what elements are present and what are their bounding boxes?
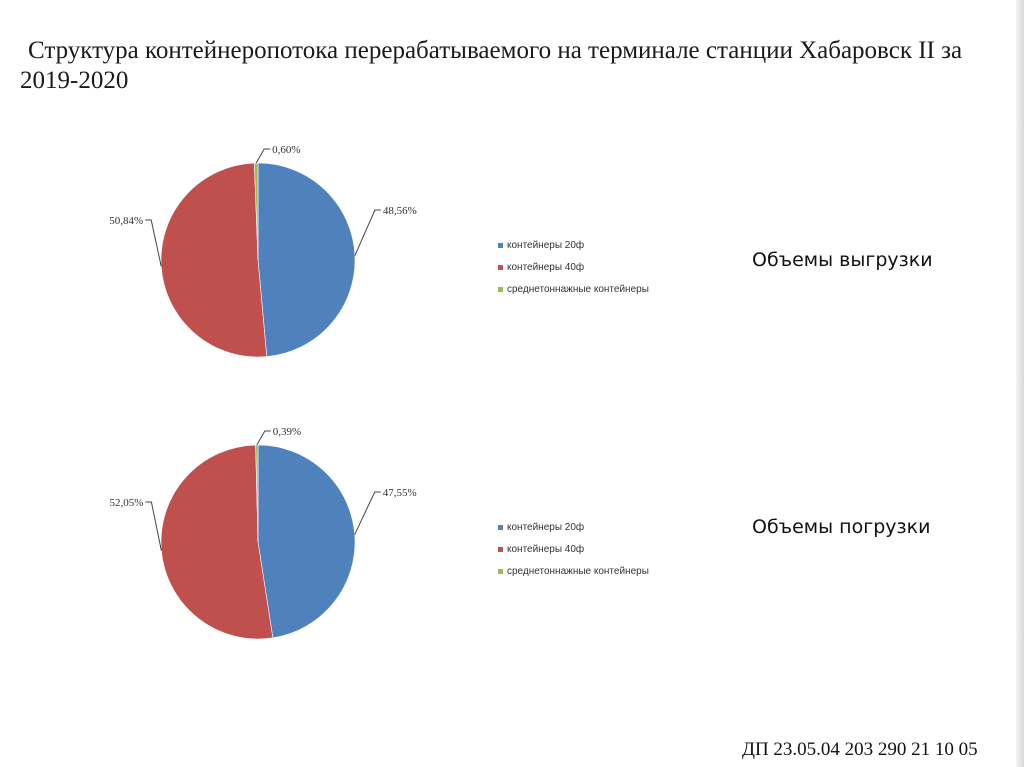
pie-slice-20ft — [257, 444, 356, 639]
legend-item: контейнеры 20ф — [498, 516, 649, 538]
data-label: 47,55% — [383, 487, 417, 499]
legend-label: контейнеры 20ф — [507, 239, 585, 251]
pie-chart-loading: 47,55% 52,05% 0,39% — [109, 426, 417, 640]
legend-item: контейнеры 20ф — [498, 234, 649, 256]
data-label: 50,84% — [109, 215, 143, 227]
leader-line — [145, 219, 162, 267]
leader-line — [255, 148, 271, 164]
leader-line — [145, 501, 162, 551]
pie-slice-20ft — [257, 162, 356, 357]
leader-line — [354, 491, 381, 535]
legend-item: контейнеры 40ф — [498, 538, 649, 560]
legend-swatch-blue — [498, 242, 503, 248]
legend-label: среднетоннажные контейнеры — [507, 565, 649, 577]
legend-label: контейнеры 40ф — [507, 543, 585, 555]
legend-label: среднетоннажные контейнеры — [507, 283, 649, 295]
data-label: 52,05% — [109, 497, 143, 509]
pie-slice-medium — [255, 444, 259, 543]
leader-line — [256, 430, 271, 446]
pie-slice-40ft — [160, 444, 274, 640]
pie-chart-unloading: 48,56% 50,84% 0,60% — [109, 144, 417, 358]
pie-slice-40ft — [160, 162, 268, 358]
caption-unloading: Объемы выгрузки — [752, 249, 933, 271]
data-label: 48,56% — [383, 205, 417, 217]
slide-title: Структура контейнеропотока перерабатывае… — [20, 37, 963, 94]
legend-item: среднетоннажные контейнеры — [498, 560, 649, 582]
document-code: ДП 23.05.04 203 290 21 10 05 — [742, 739, 978, 760]
data-label: 0,60% — [272, 144, 300, 156]
slide-edge-shadow — [1016, 0, 1024, 767]
legend-swatch-green — [498, 568, 503, 574]
data-label: 0,39% — [273, 426, 301, 438]
legend-unloading: контейнеры 20ф контейнеры 40ф среднетонн… — [498, 234, 649, 300]
legend-swatch-green — [498, 286, 503, 292]
legend-swatch-red — [498, 264, 503, 270]
leader-line — [354, 209, 381, 256]
legend-item: среднетоннажные контейнеры — [498, 278, 649, 300]
pie-slice-medium — [254, 162, 259, 261]
legend-swatch-red — [498, 546, 503, 552]
legend-loading: контейнеры 20ф контейнеры 40ф среднетонн… — [498, 516, 649, 582]
legend-item: контейнеры 40ф — [498, 256, 649, 278]
caption-loading: Объемы погрузки — [752, 516, 931, 538]
legend-swatch-blue — [498, 524, 503, 530]
legend-label: контейнеры 20ф — [507, 521, 585, 533]
legend-label: контейнеры 40ф — [507, 261, 585, 273]
